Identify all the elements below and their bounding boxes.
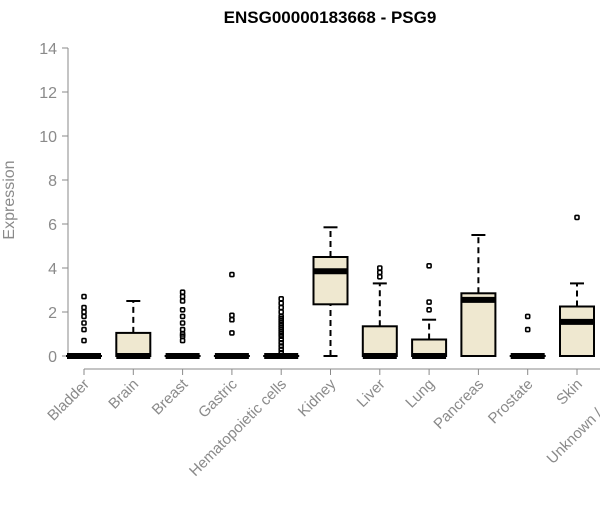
x-tick-label: Lung [402,376,438,412]
box-group-pancreas [461,235,495,356]
box-group-hematopoietic-cells [264,297,298,356]
outlier-point [279,297,283,301]
x-tick-label: Hematopoietic cells [186,376,290,480]
x-tick-label: Breast [149,375,192,418]
plot-area [67,42,600,356]
outlier-point [82,310,86,314]
outlier-point [82,314,86,318]
outlier-point [181,339,185,343]
box-group-skin [560,215,594,356]
outlier-point [378,275,382,279]
outlier-point [378,270,382,274]
box-group-gastric [215,273,249,356]
outlier-point [279,301,283,305]
outlier-point [279,306,283,310]
y-tick-label: 6 [48,217,57,234]
outlier-point [427,264,431,268]
outlier-point [230,331,234,335]
y-tick-label: 0 [48,349,57,366]
box-group-lung [412,264,446,356]
box [116,333,150,356]
box-group-breast [166,290,200,356]
outlier-point [427,308,431,312]
x-tick-label: Pancreas [430,376,487,433]
outlier-point [575,215,579,219]
y-tick-label: 10 [39,129,57,146]
outlier-point [181,299,185,303]
outlier-point [526,314,530,318]
x-tick-label: Brain [105,376,142,413]
x-tick-label: Liver [354,376,389,411]
outlier-point [82,339,86,343]
outlier-point [82,328,86,332]
x-tick-label: Gastric [195,375,241,421]
box-group-liver [363,266,397,356]
box-group-brain [116,301,150,356]
outlier-point [279,310,283,314]
chart-title: ENSG00000183668 - PSG9 [224,8,437,27]
outlier-point [526,328,530,332]
y-axis: 0 2 4 6 8 10 12 14 [39,41,68,366]
outlier-point [181,308,185,312]
x-tick-label: Kidney [295,375,340,420]
y-tick-label: 4 [48,261,57,278]
outlier-point [82,306,86,310]
box-group-kidney [314,227,348,356]
outlier-point [181,295,185,299]
outlier-point [181,290,185,294]
outlier-point [82,321,86,325]
y-tick-label: 2 [48,305,57,322]
outlier-point [427,300,431,304]
outlier-point [378,266,382,270]
outlier-point [181,321,185,325]
y-tick-label: 8 [48,173,57,190]
box [363,326,397,356]
outlier-point [230,313,234,317]
x-tick-label: Bladder [44,376,93,425]
y-axis-label: Expression [1,160,18,239]
y-tick-label: 12 [39,85,57,102]
box [314,257,348,304]
box [560,307,594,357]
outlier-point [181,328,185,332]
outlier-point [82,295,86,299]
x-tick-label: Prostate [485,376,537,428]
outlier-point [230,273,234,277]
x-tick-label: Skin [553,376,586,409]
y-tick-label: 14 [39,41,57,58]
outlier-point [181,314,185,318]
box-group-prostate [511,314,545,356]
box-group-bladder [67,295,101,356]
outlier-point [230,318,234,322]
